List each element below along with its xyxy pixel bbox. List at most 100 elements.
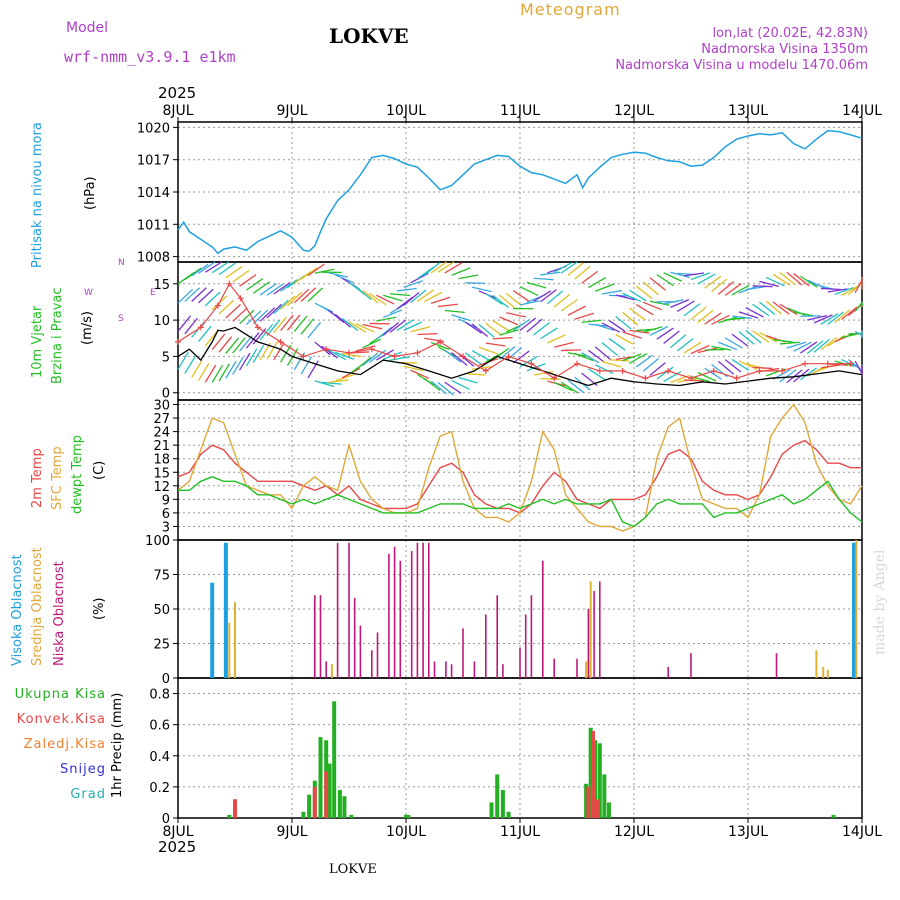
x-tick-label-top: 8JUL	[162, 103, 193, 119]
watermark: made by Angel	[872, 549, 888, 656]
wind-arrow	[273, 299, 289, 315]
wind-arrow	[533, 290, 552, 302]
wind-arrow	[595, 283, 615, 292]
wind-arrow	[492, 294, 509, 309]
y-tick-label: 0	[162, 387, 170, 402]
precip-bar	[495, 774, 500, 818]
x-tick-label-top: 11JUL	[500, 103, 540, 119]
wind-gust-mark	[665, 367, 672, 374]
wind-arrow	[280, 314, 294, 332]
wind-arrow	[567, 305, 586, 316]
wind-arrow	[690, 272, 711, 281]
wind-arrow	[335, 274, 354, 284]
cloud-bar	[822, 666, 825, 678]
wind-arrow	[177, 288, 194, 304]
wind-arrow	[731, 358, 750, 371]
precip-bar	[586, 786, 591, 818]
wind-arrow	[239, 309, 255, 325]
wind-arrow	[184, 267, 202, 281]
wind-arrow	[437, 381, 454, 396]
wind-arrow	[410, 326, 431, 333]
wind-arrow	[355, 356, 372, 371]
pressure-label: Pritisak na nivou mora	[30, 122, 45, 268]
wind-arrow	[567, 262, 584, 277]
wind-arrow	[704, 367, 722, 380]
wind-arrow	[362, 352, 379, 367]
wind-arrow	[711, 278, 728, 293]
wind-arrow	[307, 263, 325, 277]
wind-arrow	[218, 336, 233, 353]
wind-arrow	[649, 362, 666, 376]
wind-gust-mark	[368, 346, 375, 353]
wind-arrow	[444, 381, 462, 394]
wind-arrow	[649, 325, 669, 336]
wind-arrow	[601, 360, 622, 368]
wind-arrow	[280, 295, 296, 310]
cloud-bar	[393, 546, 396, 678]
wind-arrow	[211, 261, 229, 274]
precip-bar	[588, 727, 593, 818]
model-label: Model	[66, 20, 109, 36]
wind-arrow	[820, 287, 841, 291]
precip-bar	[337, 790, 342, 818]
wind-arrow	[403, 321, 423, 331]
x-tick-label-bottom: 9JUL	[276, 824, 307, 840]
wind-arrow	[471, 350, 490, 361]
wind-arrow	[567, 379, 585, 394]
wind-arrow	[745, 329, 762, 344]
wind-arrow	[684, 272, 705, 277]
wind-arrow	[724, 283, 742, 296]
wind-arrow	[663, 330, 680, 344]
wind-arrow	[266, 283, 284, 296]
wind-arrow	[410, 369, 430, 379]
wind-arrow	[286, 291, 303, 307]
cloud-bar	[530, 595, 533, 678]
wind-gust-mark	[528, 360, 535, 367]
cloud-bar	[410, 551, 413, 678]
wind-arrow	[629, 353, 648, 364]
wind-arrow	[403, 291, 420, 306]
wind-arrow	[341, 317, 359, 332]
wind-gust-mark	[779, 367, 786, 374]
cloud-bar	[855, 540, 858, 678]
wind-arrow	[765, 276, 785, 287]
wind-arrow	[492, 320, 511, 332]
wind-arrow	[204, 291, 221, 307]
wind-arrow	[417, 289, 435, 302]
wind-arrow	[492, 336, 513, 340]
wind-arrow	[464, 352, 482, 366]
cloud-bar	[576, 658, 578, 678]
wind-arrow	[444, 349, 462, 363]
y-tick-label: 0	[162, 534, 170, 549]
wind-arrow	[328, 272, 349, 278]
wind-gust-mark	[414, 349, 421, 356]
wind-arrow	[300, 287, 317, 302]
y-tick-label: 25	[153, 638, 170, 653]
x-tick-label-bottom: 13JUL	[728, 824, 768, 840]
wind-arrow	[560, 299, 578, 312]
wind-arrow	[574, 352, 594, 362]
wind-arrow	[553, 293, 571, 308]
cloud-bar	[445, 661, 447, 678]
cloud-bar	[826, 669, 829, 678]
y-tick-label: 100	[145, 534, 170, 549]
cloud-bar	[473, 661, 476, 678]
wind-gust-mark	[391, 353, 398, 360]
wind-gust-mark	[197, 324, 204, 331]
wind-arrow	[375, 326, 393, 340]
wind-arrow	[608, 359, 629, 362]
y-tick-label: 15	[153, 466, 170, 481]
sfc-temp-label: SFC Temp	[50, 446, 65, 510]
cloud-bar	[589, 581, 592, 678]
wind-arrow	[382, 309, 403, 319]
wind-arrow	[266, 319, 281, 337]
cloud-bar	[593, 591, 595, 678]
precip-unit: 1hr Precip (mm)	[110, 692, 125, 798]
wind-arrow	[683, 341, 702, 354]
wind-gust-mark	[482, 367, 489, 374]
wind-arrow	[635, 304, 654, 316]
y-tick-label: 10	[153, 314, 170, 329]
wind-gust-mark	[226, 280, 233, 287]
wind-arrow	[478, 323, 495, 338]
cloud-bar	[667, 666, 669, 678]
